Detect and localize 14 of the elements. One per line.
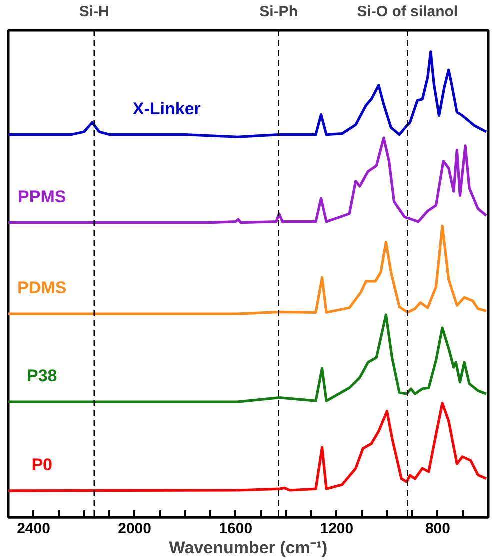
series-label: X-Linker bbox=[132, 99, 202, 118]
ref-line-label: Si-Ph bbox=[260, 4, 298, 20]
ref-line-label: Si-H bbox=[79, 4, 110, 20]
series-label: PDMS bbox=[18, 278, 67, 298]
x-axis-title: Wavenumber (cm⁻¹) bbox=[169, 538, 328, 558]
x-tick-label: 2000 bbox=[118, 520, 152, 538]
x-tick-label: 2400 bbox=[17, 520, 50, 538]
series-label: PPMS bbox=[18, 187, 66, 206]
ref-line-label: Si-O of silanol bbox=[357, 4, 458, 20]
series-label: P38 bbox=[26, 366, 58, 386]
x-tick-label: 1200 bbox=[320, 520, 354, 538]
x-tick-label: 800 bbox=[425, 520, 450, 538]
series-label: P0 bbox=[32, 456, 52, 475]
x-tick-label: 1600 bbox=[219, 520, 253, 538]
